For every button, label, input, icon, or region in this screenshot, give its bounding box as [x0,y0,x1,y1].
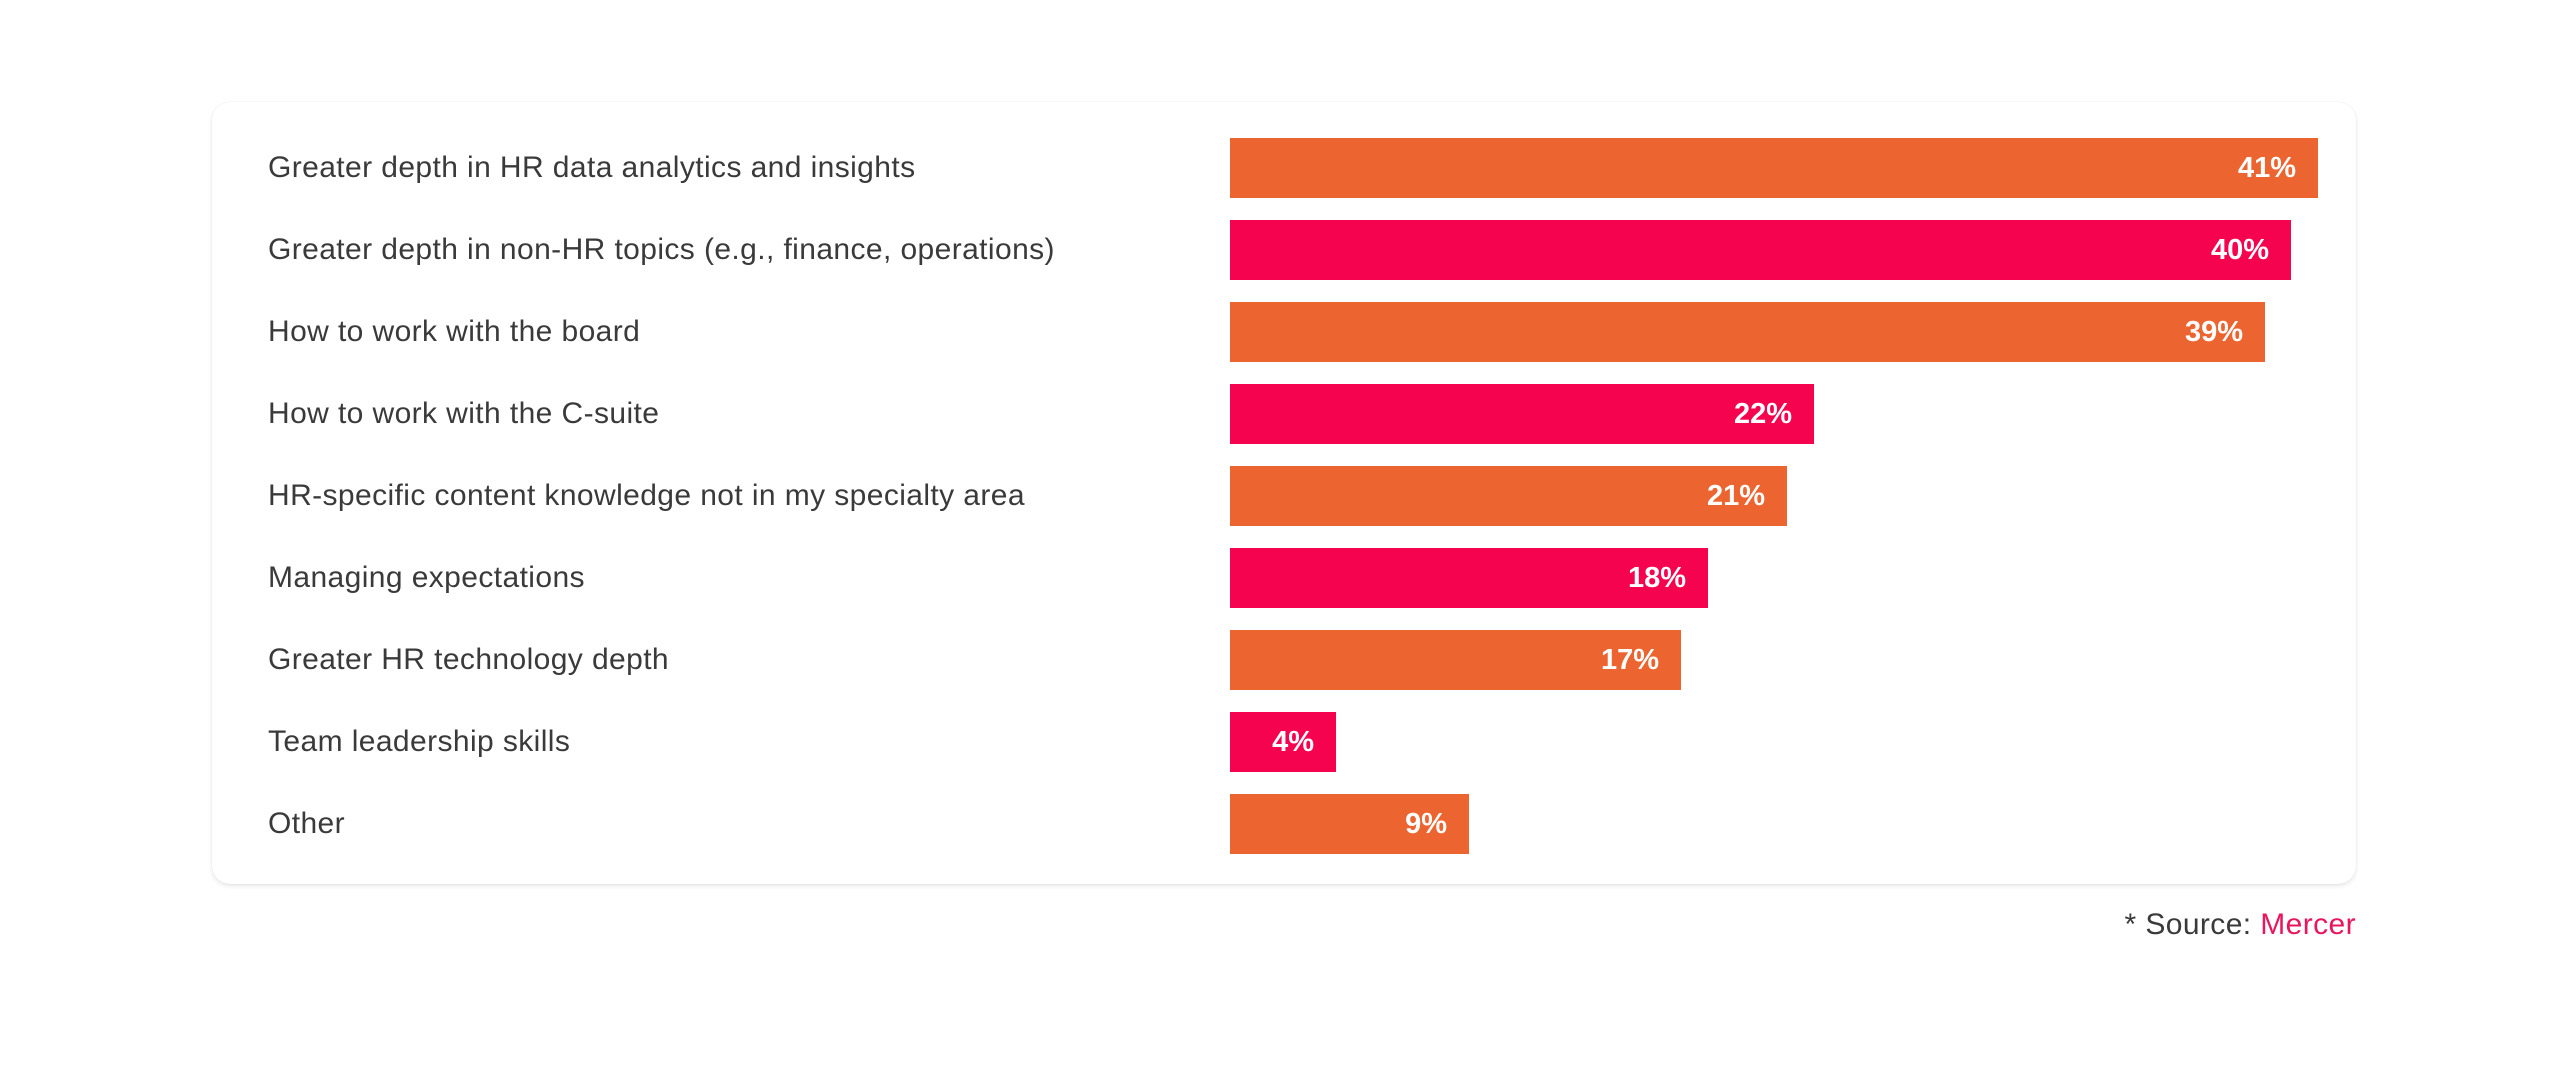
bar: 22% [1230,384,1814,444]
bar-row: Greater HR technology depth 17% [212,630,2356,690]
bar-row: HR-specific content knowledge not in my … [212,466,2356,526]
bar-value-label: 9% [1405,808,1447,840]
bar: 21% [1230,466,1787,526]
bar-value-label: 40% [2210,234,2269,266]
bar-value-label: 39% [2184,316,2243,348]
bar-value-label: 4% [1272,726,1314,758]
bar-value-label: 18% [1627,562,1686,594]
bar-row: Managing expectations 18% [212,548,2356,608]
bar: 9% [1230,794,1469,854]
category-label: How to work with the C-suite [268,397,660,430]
category-label: Greater depth in HR data analytics and i… [268,151,916,184]
source-note: * Source: Mercer [2125,908,2356,942]
bar: 39% [1230,302,2265,362]
category-label: Greater HR technology depth [268,643,670,676]
bar-row: How to work with the C-suite 22% [212,384,2356,444]
bar-row: Other 9% [212,794,2356,854]
category-label: Team leadership skills [268,725,571,758]
bar: 4% [1230,712,1336,772]
category-label: Greater depth in non-HR topics (e.g., fi… [268,233,1055,266]
category-label: HR-specific content knowledge not in my … [268,479,1025,512]
source-link[interactable]: Mercer [2260,908,2356,941]
bar-row: Team leadership skills 4% [212,712,2356,772]
bar-value-label: 17% [1600,644,1659,676]
source-prefix: * Source: [2124,908,2261,941]
bar-value-label: 22% [1733,398,1792,430]
bar: 41% [1230,138,2318,198]
chart-card: Greater depth in HR data analytics and i… [212,102,2356,884]
bar-value-label: 21% [1706,480,1765,512]
bar-value-label: 41% [2237,152,2296,184]
category-label: Managing expectations [268,561,585,594]
category-label: How to work with the board [268,315,641,348]
category-label: Other [268,807,346,840]
bar-row: How to work with the board 39% [212,302,2356,362]
bar: 18% [1230,548,1708,608]
bar-row: Greater depth in non-HR topics (e.g., fi… [212,220,2356,280]
bar: 17% [1230,630,1681,690]
bar-row: Greater depth in HR data analytics and i… [212,138,2356,198]
bar: 40% [1230,220,2291,280]
